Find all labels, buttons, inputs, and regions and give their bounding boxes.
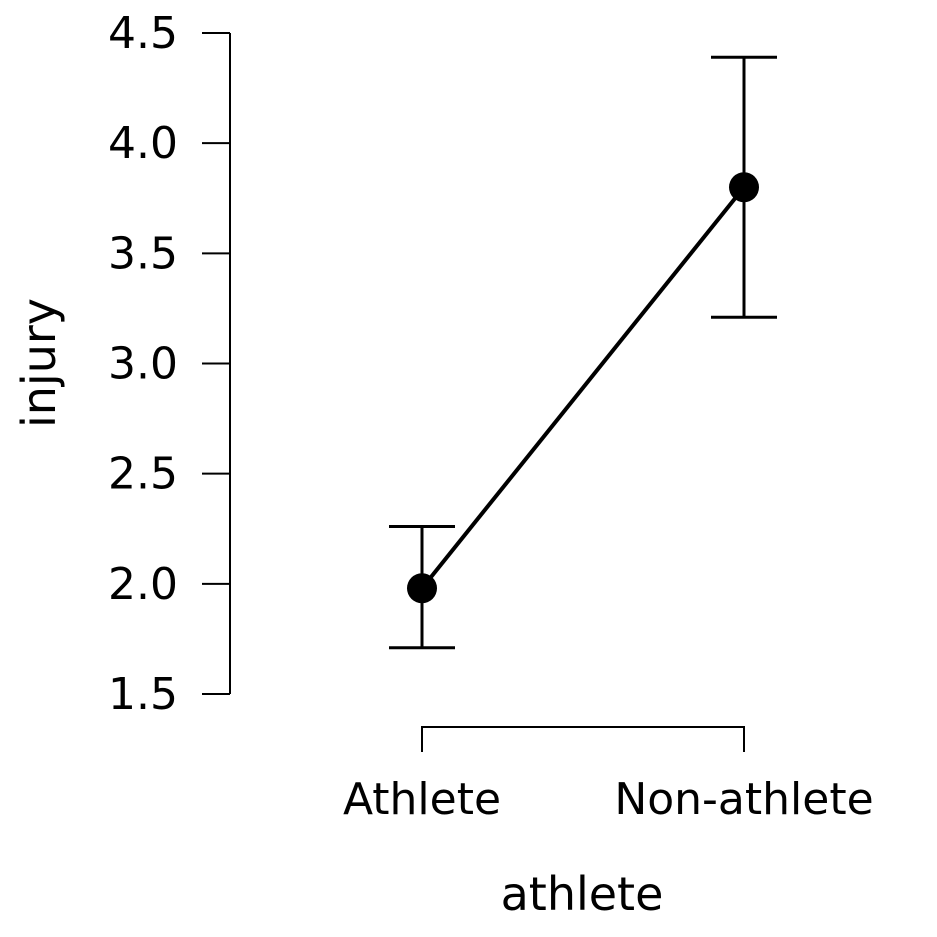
y-axis: 1.5 2.0 2.5 3.0 3.5 4.0 4.5 — [108, 8, 231, 720]
y-tick-label: 4.5 — [108, 8, 178, 59]
y-tick-label: 3.0 — [108, 339, 178, 390]
x-axis-title: athlete — [501, 867, 664, 921]
data-point — [407, 573, 437, 604]
y-axis-title: injury — [12, 298, 66, 428]
series-line — [420, 185, 746, 590]
data-point — [729, 172, 759, 203]
x-axis-line — [421, 726, 745, 752]
x-axis: Athlete Non-athlete — [343, 726, 874, 825]
x-tick-label: Non-athlete — [614, 774, 873, 825]
y-tick-label: 2.5 — [108, 449, 178, 500]
y-tick-label: 1.5 — [108, 669, 178, 720]
plot-area — [389, 55, 777, 650]
y-tick-label: 4.0 — [108, 118, 178, 169]
y-tick-label: 2.0 — [108, 559, 178, 610]
x-tick-label: Athlete — [343, 774, 501, 825]
y-tick-label: 3.5 — [108, 228, 178, 279]
